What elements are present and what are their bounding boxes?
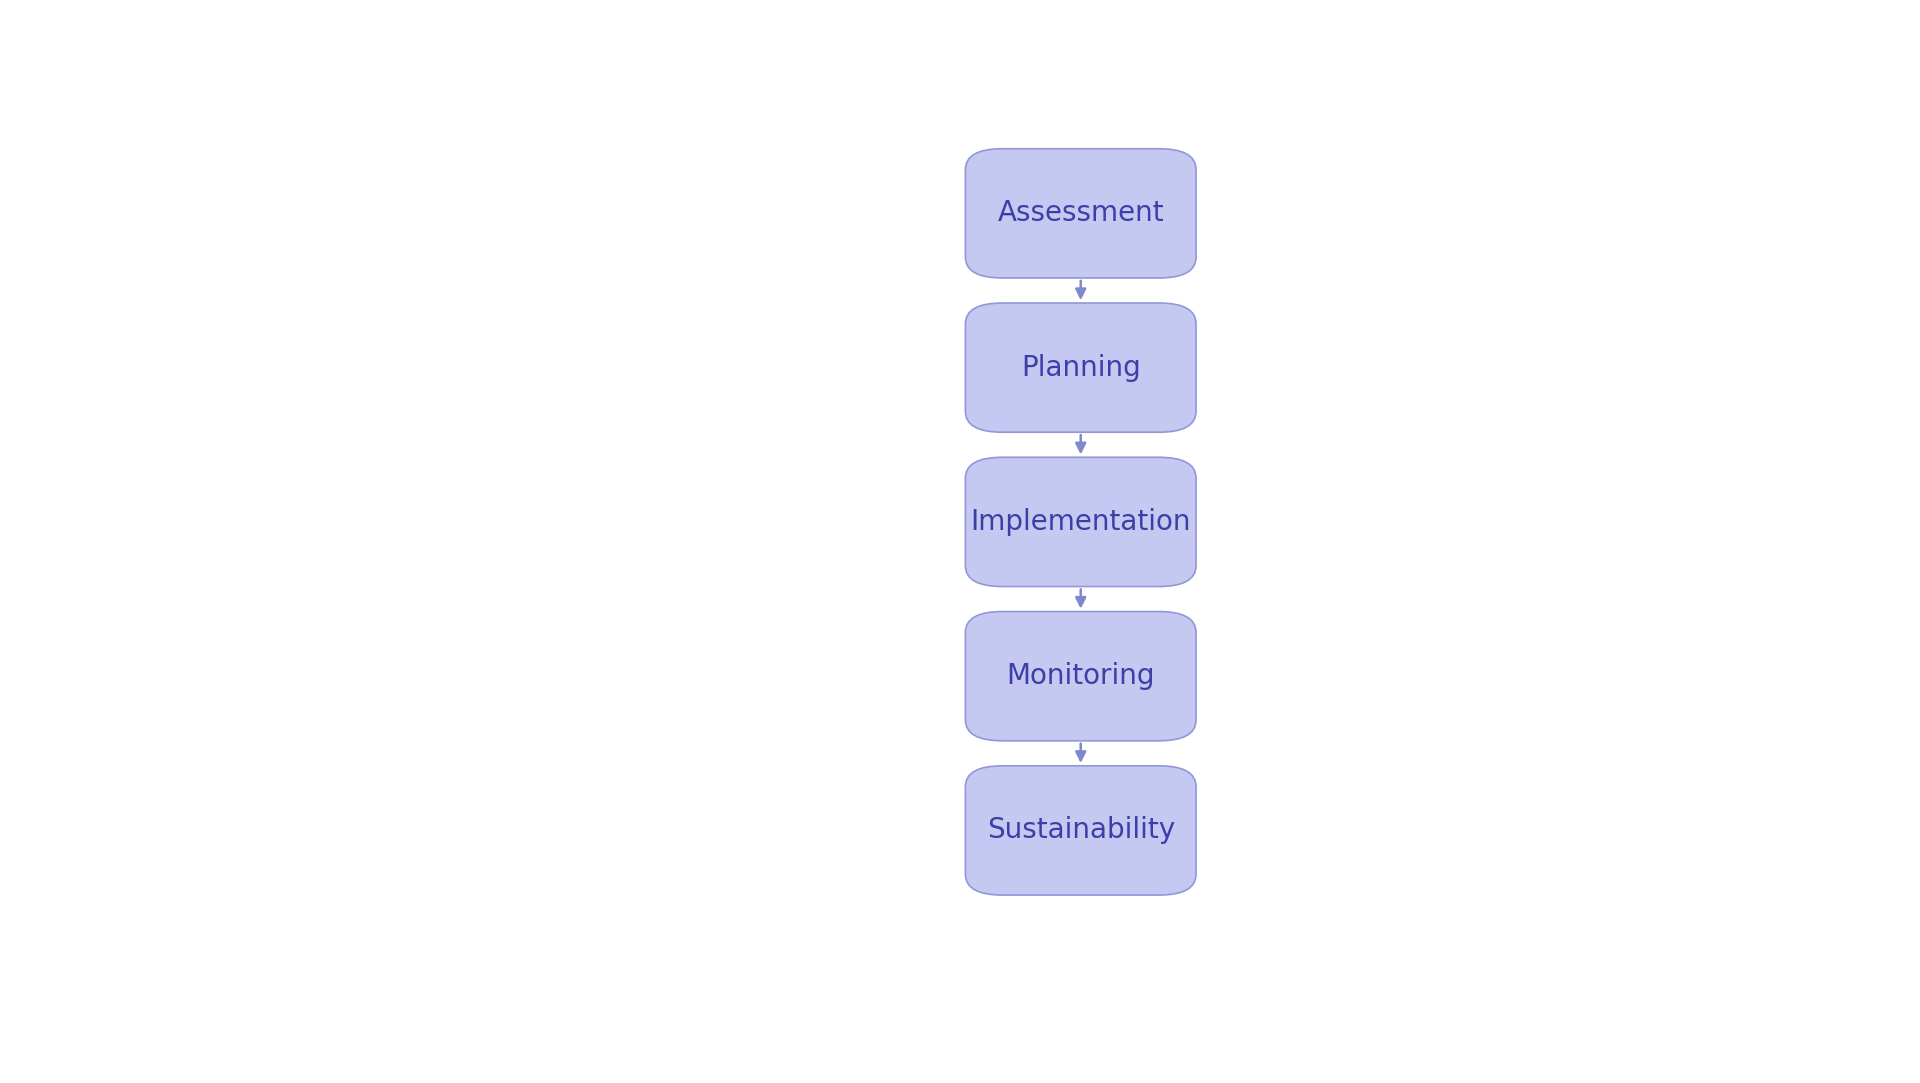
- FancyBboxPatch shape: [966, 612, 1196, 741]
- Text: Planning: Planning: [1021, 354, 1140, 381]
- FancyBboxPatch shape: [966, 766, 1196, 895]
- Text: Monitoring: Monitoring: [1006, 662, 1156, 690]
- FancyBboxPatch shape: [966, 148, 1196, 278]
- FancyBboxPatch shape: [966, 457, 1196, 587]
- Text: Implementation: Implementation: [970, 508, 1190, 536]
- Text: Assessment: Assessment: [996, 199, 1164, 227]
- Text: Sustainability: Sustainability: [987, 817, 1175, 845]
- FancyBboxPatch shape: [966, 303, 1196, 432]
